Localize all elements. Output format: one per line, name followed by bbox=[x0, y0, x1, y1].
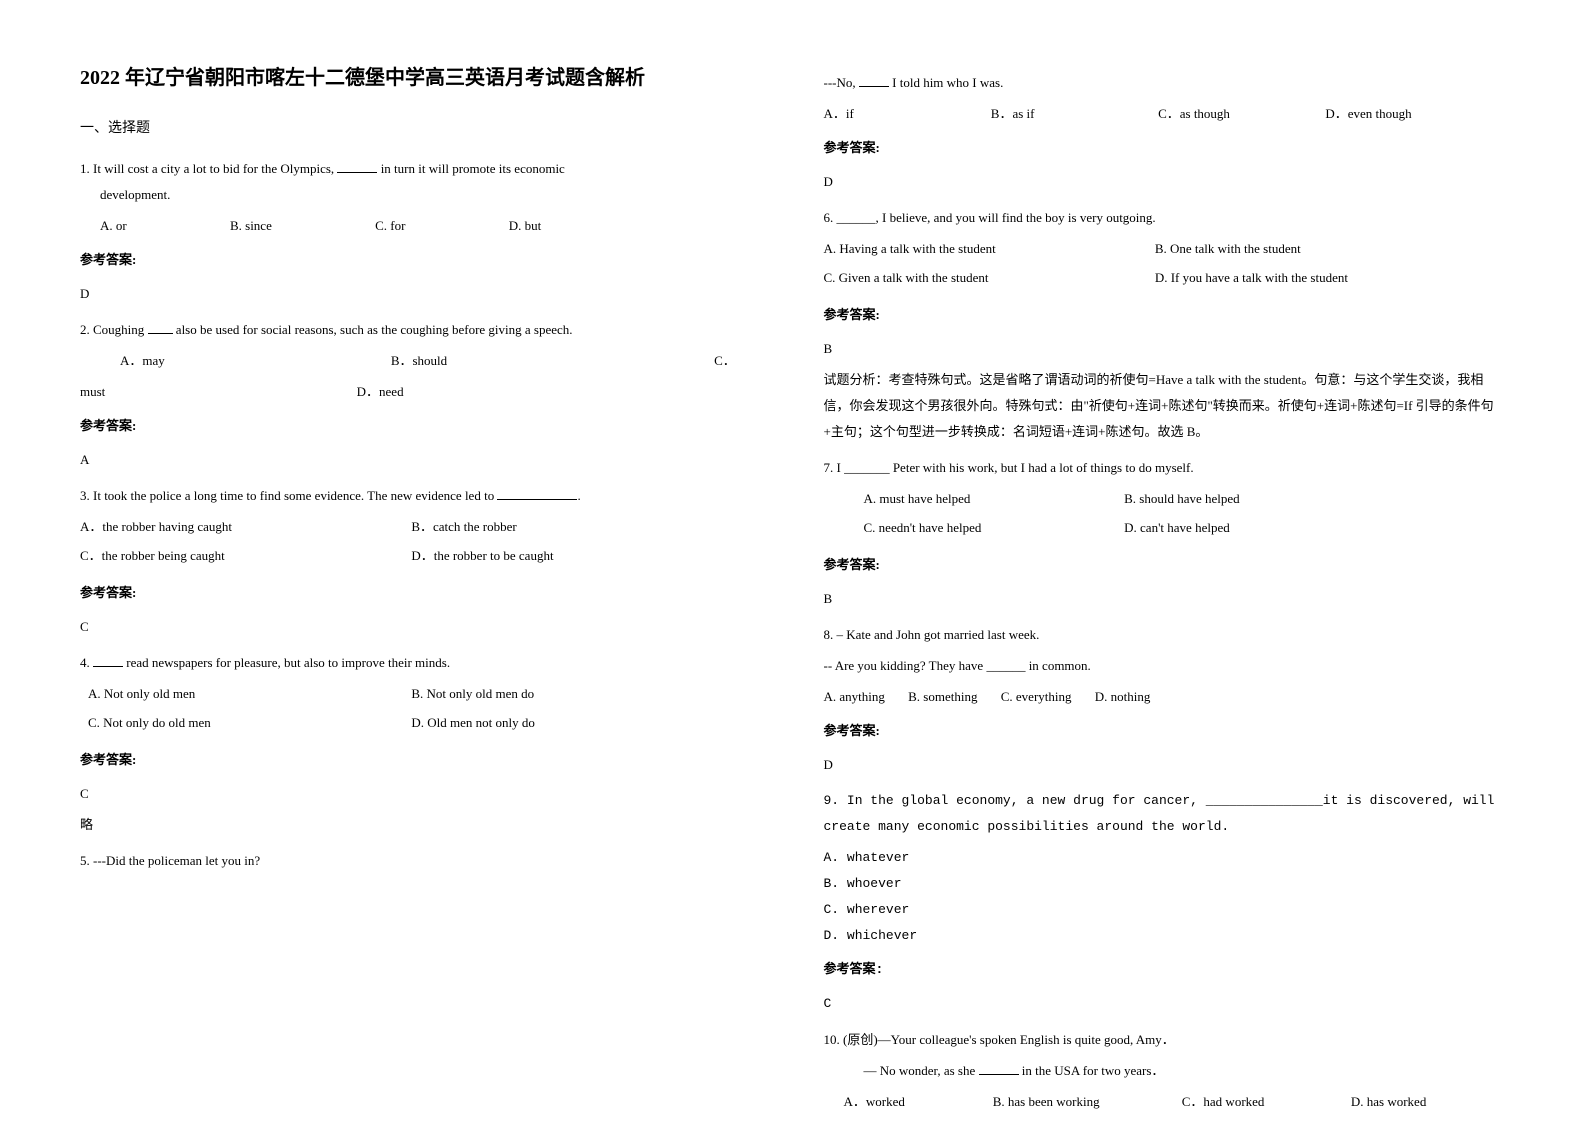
option-row2: must D．need bbox=[80, 379, 764, 405]
option-b: B．should bbox=[391, 348, 699, 374]
option-c: C. Not only do old men bbox=[80, 710, 408, 736]
answer-value: D bbox=[824, 752, 1508, 778]
option-a: A．may bbox=[80, 348, 388, 374]
question-options: A．the robber having caught B．catch the r… bbox=[80, 514, 764, 572]
answer-label: 参考答案: bbox=[824, 718, 1508, 744]
answer-value: C bbox=[80, 614, 764, 640]
page-title: 2022 年辽宁省朝阳市喀左十二德堡中学高三英语月考试题含解析 bbox=[80, 60, 764, 96]
option-a: A. or bbox=[100, 213, 127, 239]
question-options: A. anything B. something C. everything D… bbox=[824, 684, 1508, 710]
question-text: 7. I _______ Peter with his work, but I … bbox=[824, 455, 1508, 481]
question-7: 7. I _______ Peter with his work, but I … bbox=[824, 455, 1508, 612]
question-9: 9. In the global economy, a new drug for… bbox=[824, 788, 1508, 1017]
answer-label: 参考答案: bbox=[824, 552, 1508, 578]
option-a: A．if bbox=[824, 101, 988, 127]
option-a: A. Having a talk with the student bbox=[824, 236, 1152, 262]
option-d: D．even though bbox=[1325, 101, 1489, 127]
answer-label: 参考答案: bbox=[824, 135, 1508, 161]
question-text: 9. In the global economy, a new drug for… bbox=[824, 788, 1508, 840]
question-text: 2. Coughing also be used for social reas… bbox=[80, 317, 764, 343]
option-b: B. One talk with the student bbox=[1155, 236, 1483, 262]
option-b: B. something bbox=[908, 684, 977, 710]
option-d: D. Old men not only do bbox=[411, 710, 739, 736]
option-a: A．the robber having caught bbox=[80, 514, 408, 540]
option-d: D. has worked bbox=[1351, 1089, 1484, 1115]
question-options: A. or B. since C. for D. but bbox=[80, 213, 764, 239]
question-options: A．may B．should C． bbox=[80, 348, 764, 374]
question-3: 3. It took the police a long time to fin… bbox=[80, 483, 764, 640]
option-c: C．had worked bbox=[1182, 1089, 1348, 1115]
option-b: B．catch the robber bbox=[411, 514, 739, 540]
question-options: A. must have helped B. should have helpe… bbox=[824, 486, 1508, 544]
option-b: B．as if bbox=[991, 101, 1155, 127]
answer-label: 参考答案: bbox=[80, 747, 764, 773]
option-a: A. Not only old men bbox=[80, 681, 408, 707]
omitted-text: 略 bbox=[80, 812, 764, 838]
question-5-continued: ---No, I told him who I was. A．if B．as i… bbox=[824, 70, 1508, 195]
option-a: A. anything bbox=[824, 684, 885, 710]
option-d: D. nothing bbox=[1095, 684, 1151, 710]
question-8: 8. – Kate and John got married last week… bbox=[824, 622, 1508, 778]
answer-label: 参考答案: bbox=[80, 247, 764, 273]
option-c: C. needn't have helped bbox=[864, 515, 1121, 541]
option-a: A. must have helped bbox=[864, 486, 1121, 512]
section-header: 一、选择题 bbox=[80, 116, 764, 141]
option-c: C. wherever bbox=[824, 897, 1508, 923]
question-line2: — No wonder, as she in the USA for two y… bbox=[824, 1058, 1508, 1084]
question-options: A. Having a talk with the student B. One… bbox=[824, 236, 1508, 294]
question-line2: -- Are you kidding? They have ______ in … bbox=[824, 653, 1508, 679]
question-text: 10. (原创)—Your colleague's spoken English… bbox=[824, 1027, 1508, 1053]
question-text: 5. ---Did the policeman let you in? bbox=[80, 848, 764, 874]
option-d: D. If you have a talk with the student bbox=[1155, 265, 1483, 291]
answer-value: D bbox=[824, 169, 1508, 195]
option-d: D. whichever bbox=[824, 923, 1508, 949]
answer-label: 参考答案: bbox=[80, 413, 764, 439]
question-line2: ---No, I told him who I was. bbox=[824, 70, 1508, 96]
question-options: A．worked B. has been working C．had worke… bbox=[824, 1089, 1508, 1115]
answer-label: 参考答案: bbox=[824, 957, 1508, 983]
option-d: D. can't have helped bbox=[1124, 515, 1433, 541]
answer-label: 参考答案: bbox=[80, 580, 764, 606]
option-a: A. whatever bbox=[824, 845, 1508, 871]
answer-value: B bbox=[824, 586, 1508, 612]
option-c: C. everything bbox=[1001, 684, 1072, 710]
question-5: 5. ---Did the policeman let you in? bbox=[80, 848, 764, 874]
option-b: B. should have helped bbox=[1124, 486, 1433, 512]
left-column: 2022 年辽宁省朝阳市喀左十二德堡中学高三英语月考试题含解析 一、选择题 1.… bbox=[80, 60, 764, 1125]
answer-value: D bbox=[80, 281, 764, 307]
option-d: D．need bbox=[357, 384, 404, 399]
question-options: A. Not only old men B. Not only old men … bbox=[80, 681, 764, 739]
question-text: 6. ______, I believe, and you will find … bbox=[824, 205, 1508, 231]
answer-value: B bbox=[824, 336, 1508, 362]
answer-value: A bbox=[80, 447, 764, 473]
question-text: 3. It took the police a long time to fin… bbox=[80, 483, 764, 509]
option-b: B. Not only old men do bbox=[411, 681, 739, 707]
option-c: C. for bbox=[375, 213, 405, 239]
right-column: ---No, I told him who I was. A．if B．as i… bbox=[824, 60, 1508, 1125]
option-c: C．as though bbox=[1158, 101, 1322, 127]
option-b: B. has been working bbox=[993, 1089, 1179, 1115]
option-c: C. Given a talk with the student bbox=[824, 265, 1152, 291]
option-b: B. since bbox=[230, 213, 272, 239]
question-text: 4. read newspapers for pleasure, but als… bbox=[80, 650, 764, 676]
explanation-text: 试题分析：考查特殊句式。这是省略了谓语动词的祈使句=Have a talk wi… bbox=[824, 367, 1508, 445]
question-2: 2. Coughing also be used for social reas… bbox=[80, 317, 764, 473]
option-c: C．the robber being caught bbox=[80, 543, 408, 569]
option-a: A．worked bbox=[844, 1089, 990, 1115]
option-b: B. whoever bbox=[824, 871, 1508, 897]
exam-page: 2022 年辽宁省朝阳市喀左十二德堡中学高三英语月考试题含解析 一、选择题 1.… bbox=[80, 60, 1507, 1125]
question-4: 4. read newspapers for pleasure, but als… bbox=[80, 650, 764, 838]
question-6: 6. ______, I believe, and you will find … bbox=[824, 205, 1508, 445]
question-1: 1. It will cost a city a lot to bid for … bbox=[80, 156, 764, 307]
question-10: 10. (原创)—Your colleague's spoken English… bbox=[824, 1027, 1508, 1115]
option-d: D．the robber to be caught bbox=[411, 543, 739, 569]
question-options: A．if B．as if C．as though D．even though bbox=[824, 101, 1508, 127]
question-text: 8. – Kate and John got married last week… bbox=[824, 622, 1508, 648]
answer-value: C bbox=[80, 781, 764, 807]
option-d: D. but bbox=[509, 213, 542, 239]
answer-label: 参考答案: bbox=[824, 302, 1508, 328]
answer-value: C bbox=[824, 991, 1508, 1017]
question-text: 1. It will cost a city a lot to bid for … bbox=[80, 156, 764, 208]
